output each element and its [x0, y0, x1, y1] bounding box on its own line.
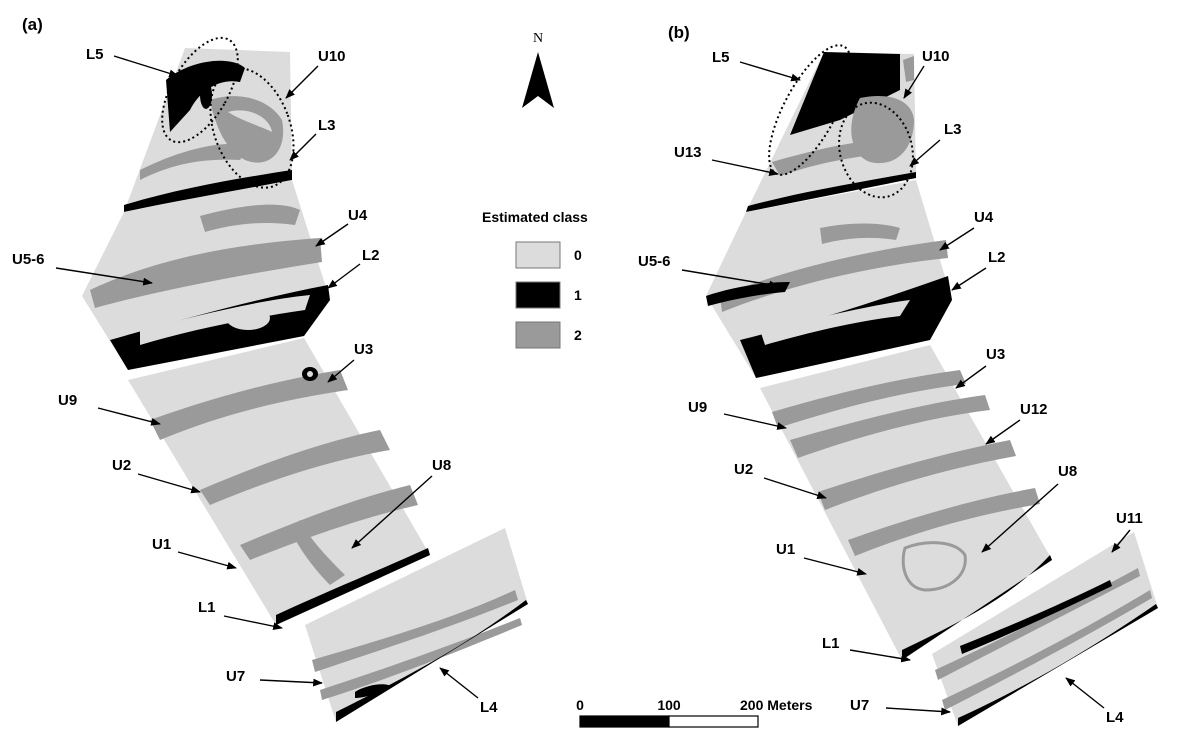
label-a-u7: U7	[226, 668, 245, 685]
label-a-l5: L5	[86, 46, 104, 63]
label-a-u2: U2	[112, 457, 131, 474]
scale-tick-2: 200 Meters	[740, 697, 813, 713]
legend-swatch-2	[515, 321, 561, 349]
legend-swatch-0	[515, 241, 561, 269]
north-arrow-letter: N	[533, 31, 543, 46]
legend: Estimated class 0 1 2	[482, 209, 588, 349]
panel-b-strip-2	[706, 180, 952, 378]
panel-a-strip-3	[128, 338, 430, 625]
panel-a: (a)	[12, 15, 528, 722]
label-a-u4: U4	[348, 207, 368, 224]
panel-b-tag: (b)	[668, 23, 690, 42]
legend-label-1: 1	[574, 287, 582, 303]
label-a-u10: U10	[318, 48, 346, 65]
panel-a-highlight-ovals	[161, 36, 295, 189]
label-b-u3: U3	[986, 346, 1005, 363]
scale-tick-1: 100	[657, 697, 681, 713]
label-a-l1: L1	[198, 599, 216, 616]
label-b-u8: U8	[1058, 463, 1077, 480]
label-b-l4: L4	[1106, 709, 1124, 726]
label-b-l1: L1	[822, 635, 840, 652]
label-b-u13: U13	[674, 144, 702, 161]
label-b-u4: U4	[974, 209, 994, 226]
label-b-u7: U7	[850, 697, 869, 714]
panel-b: (b)	[638, 23, 1158, 726]
label-b-l3: L3	[944, 121, 962, 138]
legend-label-2: 2	[574, 327, 582, 343]
label-b-l2: L2	[988, 249, 1006, 266]
panel-a-tag: (a)	[22, 15, 43, 34]
panel-a-strip-4	[305, 528, 528, 722]
label-a-u9: U9	[58, 392, 77, 409]
legend-label-0: 0	[574, 247, 582, 263]
scale-bar: 0 100 200 Meters	[576, 697, 813, 728]
label-a-l3: L3	[318, 117, 336, 134]
scale-segment-1	[668, 715, 759, 728]
scale-segment-0	[579, 715, 670, 728]
panel-b-strip-3	[760, 345, 1052, 660]
panel-b-strip-4	[932, 532, 1158, 726]
panel-b-labels: L5 U10 U13 L3 U4 U5-6 L2 U3 U9 U12 U2 U8…	[638, 48, 1143, 726]
label-b-l5: L5	[712, 49, 730, 66]
label-b-u2: U2	[734, 461, 753, 478]
scale-tick-0: 0	[576, 697, 584, 713]
label-a-u5-6: U5-6	[12, 251, 45, 268]
label-a-l4: L4	[480, 699, 498, 716]
panel-b-strip-1	[746, 52, 916, 212]
label-b-u1: U1	[776, 541, 795, 558]
label-a-l2: L2	[362, 247, 380, 264]
label-a-u3: U3	[354, 341, 373, 358]
label-b-u11: U11	[1116, 510, 1143, 527]
panel-a-strip-2	[82, 180, 330, 370]
label-a-u1: U1	[152, 536, 171, 553]
label-b-u9: U9	[688, 399, 707, 416]
label-b-u5-6: U5-6	[638, 253, 671, 270]
panel-a-labels: L5 U10 L3 U4 U5-6 L2 U3 U9 U2 U8 U1 L1 U…	[12, 46, 498, 716]
label-a-u8: U8	[432, 457, 451, 474]
label-b-u12: U12	[1020, 401, 1048, 418]
label-b-u10: U10	[922, 48, 950, 65]
north-arrow-icon	[522, 52, 554, 108]
north-arrow: N	[522, 31, 554, 108]
legend-title: Estimated class	[482, 209, 588, 225]
legend-swatch-1	[515, 281, 561, 309]
